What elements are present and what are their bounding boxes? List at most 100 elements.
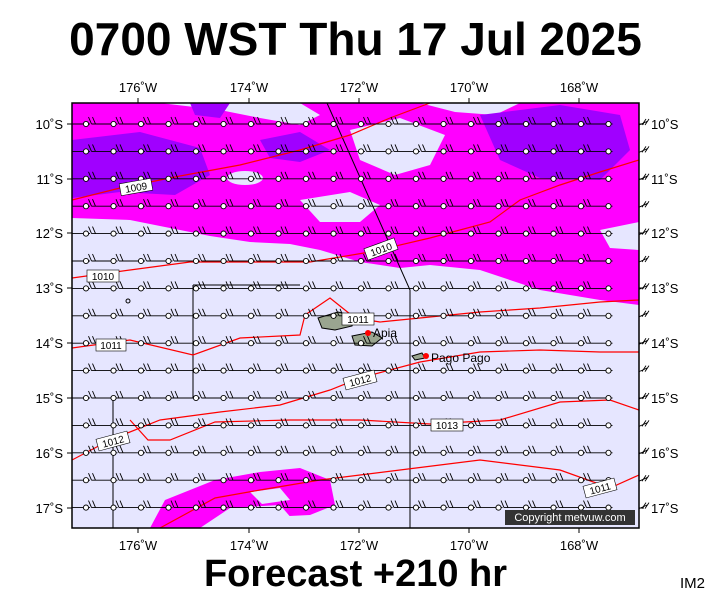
wind-barb	[253, 253, 283, 265]
wind-barb	[445, 390, 475, 402]
wind-barb	[583, 199, 613, 210]
wind-barb	[225, 253, 255, 265]
lat-label: 11˚S	[37, 172, 64, 187]
lat-label: 16˚S	[36, 446, 64, 461]
wind-barb	[115, 500, 145, 511]
wind-barb	[473, 445, 503, 456]
wind-barb	[528, 473, 558, 484]
wind-barb	[280, 116, 310, 128]
copyright-badge: Copyright metvuw.com	[505, 510, 635, 525]
pago-pago-label: Pago Pago	[431, 351, 491, 365]
wind-barb	[198, 390, 228, 402]
wind-barb	[390, 418, 420, 429]
wind-barb	[280, 473, 310, 484]
apia-marker	[365, 330, 371, 336]
wind-barb	[418, 336, 448, 347]
wind-barb	[115, 281, 145, 292]
wind-barb	[225, 336, 255, 347]
forecast-time-title: 0700 WST Thu 17 Jul 2025	[69, 13, 642, 65]
wind-barb	[88, 418, 118, 429]
wind-barb	[308, 199, 338, 210]
wind-barb	[528, 199, 558, 210]
isobar-label-1010-west: 1010	[86, 269, 120, 283]
wind-barb	[335, 445, 365, 456]
wind-barb	[390, 500, 420, 511]
wind-barb	[528, 363, 558, 374]
wind-barb	[280, 418, 310, 429]
wind-barb	[363, 363, 393, 374]
wind-barb	[88, 226, 118, 237]
wind-barb	[170, 199, 200, 210]
wind-barb	[335, 363, 365, 374]
lat-label: 16˚S	[651, 446, 679, 461]
wind-barb	[500, 116, 530, 128]
wind-barb	[445, 308, 475, 319]
wind-barb	[390, 253, 420, 265]
wind-barb	[143, 253, 173, 265]
wind-barb	[170, 308, 200, 319]
wind-barb	[335, 473, 365, 484]
wind-barb	[308, 144, 338, 155]
lat-label: 15˚S	[651, 391, 679, 406]
wind-barb	[72, 477, 90, 484]
wind-barb	[473, 116, 503, 128]
wind-barb	[500, 445, 530, 456]
wind-barb	[555, 390, 585, 402]
city-apia: Apia	[365, 326, 397, 340]
wind-barb	[583, 336, 613, 347]
wind-barb	[115, 308, 145, 319]
apia-label: Apia	[373, 326, 397, 340]
wind-barb	[253, 500, 283, 511]
wind-barb	[363, 336, 393, 347]
wind-barb	[583, 116, 613, 128]
wind-barb	[500, 363, 530, 374]
wind-barb	[500, 144, 530, 155]
wind-barb	[143, 390, 173, 402]
wind-barb	[528, 390, 558, 402]
lat-label: 10˚S	[651, 117, 679, 132]
wind-barb	[418, 199, 448, 210]
wind-barb	[335, 253, 365, 265]
wind-barb	[88, 500, 118, 511]
wind-barb	[115, 445, 145, 456]
lon-label: 170˚W	[450, 80, 489, 95]
wind-barb	[280, 363, 310, 374]
wind-barb	[72, 449, 90, 456]
wind-barb	[72, 120, 90, 128]
wind-barb	[88, 363, 118, 374]
wind-barb	[170, 336, 200, 347]
wind-barb	[198, 144, 228, 155]
wind-barb	[583, 308, 613, 319]
wind-barb	[583, 144, 613, 155]
wind-barb	[445, 336, 475, 347]
wind-barb	[473, 253, 503, 265]
wind-barb	[225, 199, 255, 210]
wind-barb	[500, 226, 530, 237]
wind-barb	[72, 203, 90, 210]
map-frame	[71, 102, 640, 529]
svg-text:1011: 1011	[100, 341, 122, 352]
wind-barb	[418, 473, 448, 484]
wind-barb	[308, 336, 338, 347]
wind-barb	[555, 336, 585, 347]
wind-barb	[390, 363, 420, 374]
wind-barb	[253, 445, 283, 456]
svg-text:1013: 1013	[436, 421, 459, 432]
isobar-label-1009: 1009	[118, 177, 154, 197]
wind-barb	[225, 171, 255, 182]
wind-barb	[115, 390, 145, 402]
wind-barb	[445, 253, 475, 265]
wind-barb	[88, 308, 118, 319]
wind-barb	[390, 390, 420, 402]
wind-barb	[170, 281, 200, 292]
wind-barb	[198, 226, 228, 237]
wind-barb	[335, 390, 365, 402]
edge-wind-barbs	[638, 118, 650, 510]
wind-barb	[115, 116, 145, 128]
wind-barb	[253, 473, 283, 484]
wind-barb	[418, 253, 448, 265]
wind-barb	[72, 148, 90, 155]
wind-barb	[335, 171, 365, 182]
svg-text:Copyright metvuw.com: Copyright metvuw.com	[514, 512, 625, 524]
